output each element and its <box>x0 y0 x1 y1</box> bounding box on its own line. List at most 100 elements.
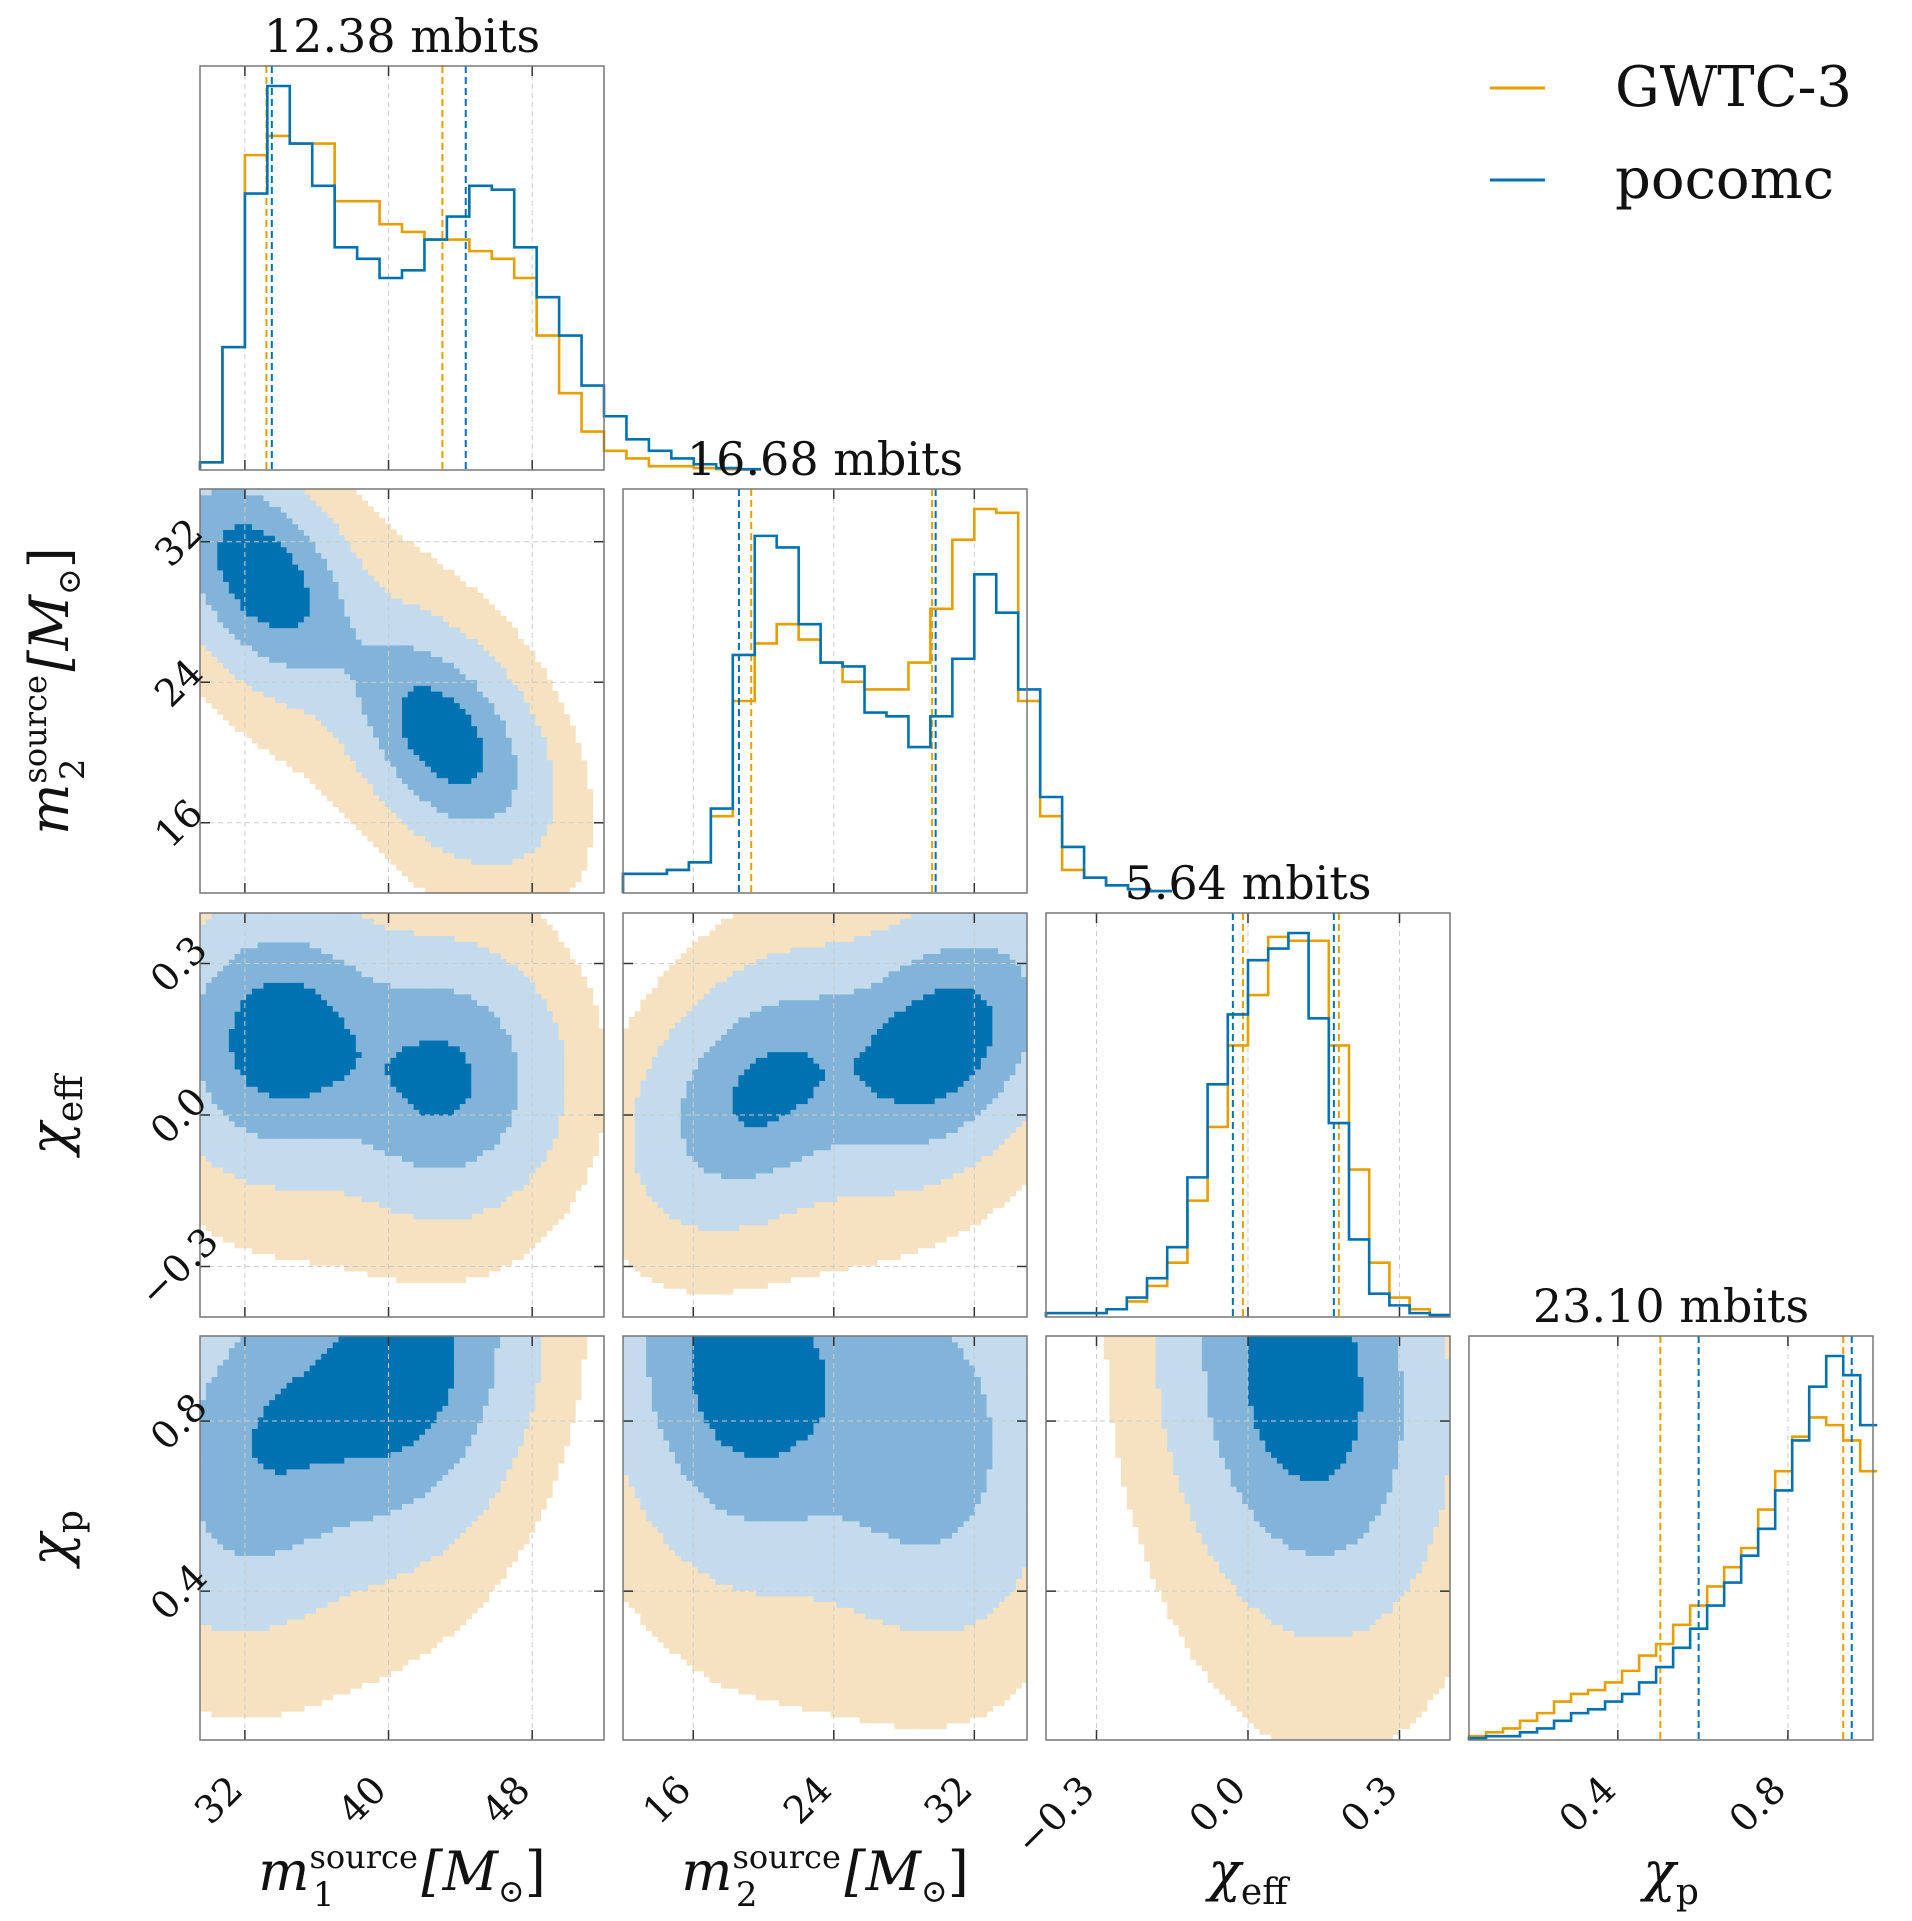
pocomc-density-cell <box>240 662 247 669</box>
gwtc3-density-cell <box>523 650 530 657</box>
gwtc3-density-cell <box>292 766 299 773</box>
gwtc3-density-cell <box>344 517 351 525</box>
pocomc-density-cell <box>200 615 207 623</box>
pocomc-density-cell <box>425 610 432 617</box>
gwtc3-density-cell <box>552 719 559 727</box>
pocomc-density-cell <box>407 639 415 646</box>
pocomc-density-cell <box>275 656 282 663</box>
pocomc-density-cell <box>413 731 420 738</box>
pocomc-density-cell <box>280 673 288 681</box>
pocomc-density-cell <box>511 852 519 859</box>
pocomc-density-cell <box>251 656 259 663</box>
pocomc-density-cell <box>280 598 288 606</box>
pocomc-density-cell <box>442 789 449 796</box>
gwtc3-density-cell <box>384 806 392 813</box>
gwtc3-density-cell <box>540 835 547 842</box>
gwtc3-density-cell <box>557 875 565 883</box>
pocomc-density-cell <box>413 662 420 669</box>
pocomc-density-cell <box>482 800 490 808</box>
gwtc3-density-cell <box>378 835 386 842</box>
pocomc-density-cell <box>465 639 472 646</box>
pocomc-density-cell <box>373 771 380 779</box>
gwtc3-density-cell <box>326 754 334 761</box>
gwtc3-density-cell <box>546 829 553 836</box>
gwtc3-density-cell <box>563 719 570 727</box>
gwtc3-density-cell <box>557 869 565 877</box>
gwtc3-density-cell <box>459 621 467 629</box>
gwtc3-density-cell <box>315 760 322 767</box>
gwtc3-density-cell <box>430 604 438 611</box>
pocomc-density-cell <box>419 691 426 698</box>
pocomc-density-cell <box>436 656 443 663</box>
pocomc-density-cell <box>511 800 519 808</box>
pocomc-density-cell <box>477 789 484 796</box>
pocomc-density-cell <box>436 731 443 738</box>
gwtc3-density-cell <box>361 564 368 571</box>
gwtc3-density-cell <box>419 852 426 859</box>
pocomc-density-cell <box>407 615 415 623</box>
gwtc3-density-cell <box>563 823 570 831</box>
pocomc-density-cell <box>511 685 519 692</box>
pocomc-density-cell <box>442 812 449 819</box>
pocomc-density-cell <box>523 841 530 848</box>
gwtc3-density-cell <box>563 771 570 779</box>
pocomc-density-cell <box>251 667 259 675</box>
pocomc-density-cell <box>402 604 409 611</box>
gwtc3-density-cell <box>534 714 542 721</box>
pocomc-density-cell <box>459 639 467 646</box>
gwtc3-density-cell <box>228 679 236 686</box>
gwtc3-density-cell <box>505 639 513 646</box>
gwtc3-density-cell <box>465 875 472 883</box>
pocomc-density-cell <box>477 835 484 842</box>
pocomc-density-cell <box>442 673 449 681</box>
pocomc-density-cell <box>396 627 403 634</box>
gwtc3-density-cell <box>488 881 495 888</box>
pocomc-density-cell <box>280 662 288 669</box>
pocomc-density-cell <box>286 644 293 652</box>
gwtc3-density-cell <box>523 685 530 692</box>
gwtc3-density-cell <box>569 817 576 825</box>
gwtc3-density-cell <box>240 696 247 704</box>
gwtc3-density-cell <box>471 633 478 640</box>
pocomc-density-cell <box>292 604 299 611</box>
gwtc3-density-cell <box>332 760 340 767</box>
gwtc3-density-cell <box>223 702 230 709</box>
gwtc3-density-cell <box>355 506 363 513</box>
gwtc3-density-cell <box>269 742 276 750</box>
pocomc-density-cell <box>373 742 380 750</box>
pocomc-density-cell <box>511 783 519 790</box>
pocomc-density-cell <box>425 650 432 657</box>
pocomc-density-cell <box>517 748 524 756</box>
gwtc3-density-cell <box>552 702 559 709</box>
gwtc3-density-cell <box>321 489 328 496</box>
pocomc-density-cell <box>546 777 553 784</box>
pocomc-density-cell <box>286 633 293 640</box>
pocomc-density-cell <box>223 633 230 640</box>
pocomc-density-cell <box>257 662 265 669</box>
gwtc3-density-cell <box>419 598 426 606</box>
pocomc-density-cell <box>390 615 397 623</box>
pocomc-density-cell <box>505 806 513 813</box>
gwtc3-density-cell <box>557 714 565 721</box>
pocomc-density-cell <box>402 760 409 767</box>
pocomc-density-cell <box>402 702 409 709</box>
pocomc-density-cell <box>367 644 374 652</box>
gwtc3-density-cell <box>586 841 594 848</box>
gwtc3-density-cell <box>407 841 415 848</box>
gwtc3-density-cell <box>546 685 553 692</box>
pocomc-density-cell <box>303 598 311 606</box>
pocomc-density-cell <box>488 846 495 854</box>
pocomc-density-cell <box>367 754 374 761</box>
pocomc-density-cell <box>350 644 357 652</box>
pocomc-density-cell <box>344 662 351 669</box>
pocomc-density-cell <box>373 644 380 652</box>
pocomc-density-cell <box>436 702 443 709</box>
pocomc-density-cell <box>309 644 317 652</box>
gwtc3-density-cell <box>500 644 507 652</box>
pocomc-density-cell <box>228 615 236 623</box>
gwtc3-density-cell <box>546 691 553 698</box>
gwtc3-density-cell <box>402 841 409 848</box>
gwtc3-density-cell <box>373 823 380 831</box>
pocomc-density-cell <box>448 783 455 790</box>
pocomc-density-cell <box>309 633 317 640</box>
